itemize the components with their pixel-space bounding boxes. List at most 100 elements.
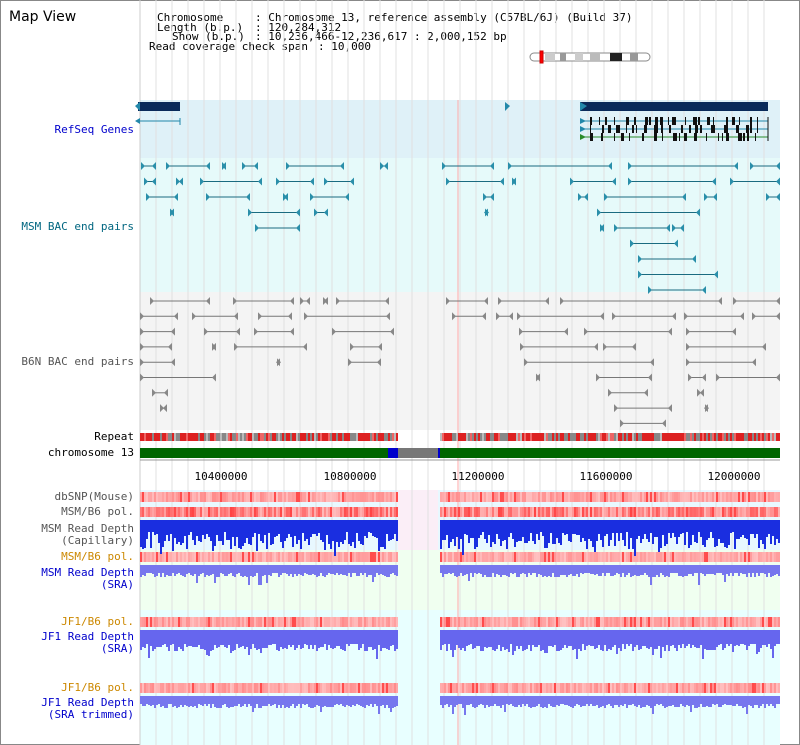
msm-depth-cap-bar [342, 520, 344, 544]
bac-pair-b6n-end [644, 388, 648, 397]
exon [713, 117, 714, 125]
msm-depth-cap-bar [750, 520, 752, 534]
track-label-b6n-bac[interactable]: B6N BAC end pairs [21, 355, 134, 368]
jf1-depth-bar [202, 630, 204, 649]
msm-pol-sra-cell [286, 552, 288, 562]
gap-region-highlight [398, 490, 438, 550]
jf1-pol-cell [198, 617, 200, 627]
dbsnp-cell [296, 492, 298, 502]
jf1-pol-cell [704, 617, 706, 627]
dbsnp-cell [678, 492, 680, 502]
jf1-depth-trim-bar [470, 696, 472, 704]
jf1-pol-trim-cell [278, 683, 280, 693]
repeat-element [502, 433, 504, 441]
msm-depth-sra-bar [254, 565, 256, 576]
jf1-depth-trim-bar [708, 696, 710, 707]
msm-pol-cell [534, 507, 536, 517]
msm-depth-cap-bar [318, 520, 320, 533]
jf1-pol-cell [314, 617, 316, 627]
msm-pol-cell [608, 507, 610, 517]
msm-depth-sra-bar [308, 565, 310, 575]
repeat-element [666, 433, 668, 441]
jf1-depth-trim-bar [318, 696, 320, 706]
track-label-msm-bac[interactable]: MSM BAC end pairs [21, 220, 134, 233]
jf1-pol-cell [266, 617, 268, 627]
jf1-pol-cell [258, 617, 260, 627]
dbsnp-cell [604, 492, 606, 502]
jf1-depth-bar [154, 630, 156, 649]
dbsnp-cell [778, 492, 780, 502]
bac-pair-b6n-end [648, 373, 652, 382]
msm-depth-sra-bar [658, 565, 660, 577]
msm-bac-end-pairs-track[interactable] [141, 162, 780, 294]
jf1-pol-cell [502, 617, 504, 627]
jf1-pol-cell [682, 617, 684, 627]
msm-pol-sra-cell [768, 552, 770, 562]
repeat-element [636, 433, 638, 441]
msm-pol-cell [316, 507, 318, 517]
msm-depth-sra-bar [458, 565, 460, 576]
dbsnp-cell [660, 492, 662, 502]
msm-pol-sra-cell [600, 552, 602, 562]
jf1-depth-trim-bar [350, 696, 352, 707]
msm-depth-cap-bar [388, 520, 390, 541]
jf1-depth-bar [728, 630, 730, 646]
refseq-genes-track[interactable] [135, 102, 769, 141]
msm-pol-cell [188, 507, 190, 517]
jf1-depth-trim-bar [374, 696, 376, 704]
b6n-bac-end-pairs-track[interactable] [140, 297, 780, 428]
bac-pair-b6n-end [632, 342, 636, 351]
track-label-refseq[interactable]: RefSeq Genes [54, 123, 134, 136]
msm-depth-sra-bar [242, 565, 244, 577]
jf1-pol-cell [286, 617, 288, 627]
dbsnp-cell [690, 492, 692, 502]
exon [608, 125, 611, 133]
jf1-depth-bar [278, 630, 280, 651]
jf1-depth-bar [388, 630, 390, 650]
msm-depth-sra-bar [454, 565, 456, 576]
jf1-pol-cell [566, 617, 568, 627]
msm-pol-sra-cell [274, 552, 276, 562]
jf1-pol-trim-cell [486, 683, 488, 693]
msm-pol-sra-cell [522, 552, 524, 562]
msm-pol-cell [350, 507, 352, 517]
jf1-pol-trim-cell [316, 683, 318, 693]
msm-depth-cap-bar [280, 520, 282, 542]
jf1-pol-trim-cell [216, 683, 218, 693]
msm-pol-cell [468, 507, 470, 517]
jf1-pol-cell [614, 617, 616, 627]
transcript-arrow [580, 118, 586, 124]
msm-depth-sra-bar [372, 565, 374, 582]
jf1-pol-trim-cell [710, 683, 712, 693]
dbsnp-cell [466, 492, 468, 502]
jf1-pol-cell [256, 617, 258, 627]
repeat-element [528, 433, 530, 441]
jf1-pol-trim-cell [368, 683, 370, 693]
msm-depth-sra-bar [316, 565, 318, 577]
repeat-element [262, 433, 264, 441]
msm-depth-sra-bar [256, 565, 258, 573]
msm-pol-cell [476, 507, 478, 517]
msm-pol-sra-cell [144, 552, 146, 562]
exon [669, 125, 671, 133]
jf1-pol-trim-cell [366, 683, 368, 693]
bac-pair-msm-end [242, 162, 246, 170]
jf1-depth-bar [768, 630, 770, 644]
msm-depth-cap-bar [566, 520, 568, 534]
bac-pair-msm-end [692, 255, 696, 263]
msm-pol-sra-cell [536, 552, 538, 562]
dbsnp-cell [392, 492, 394, 502]
jf1-depth-bar [466, 630, 468, 646]
chromosome-ideogram[interactable] [529, 50, 651, 64]
bac-pair-b6n-end [697, 388, 701, 397]
msm-depth-cap-bar [198, 520, 200, 541]
jf1-depth-trim-bar [640, 696, 642, 708]
msm-depth-sra-bar [486, 565, 488, 577]
repeat-element [472, 433, 474, 441]
jf1-depth-trim-bar [442, 696, 444, 708]
msm-pol-sra-cell [630, 552, 632, 562]
jf1-pol-cell [470, 617, 472, 627]
exon [722, 133, 723, 141]
repeat-element [246, 433, 248, 441]
